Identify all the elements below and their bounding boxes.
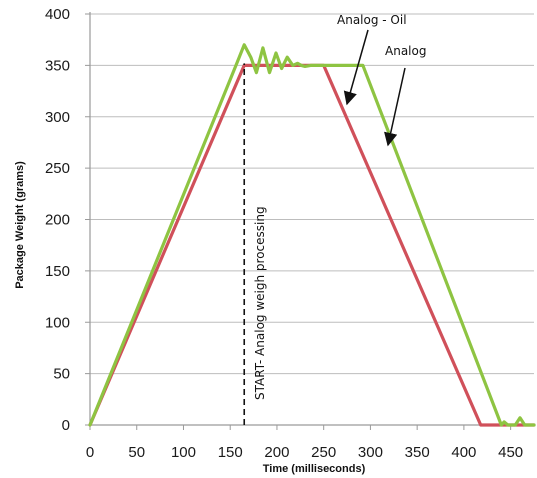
y-tick-labels: 0 50 100 150 200 250 300 350 400 <box>45 6 70 434</box>
annotation-analog: Analog <box>385 44 426 58</box>
annotation-arrow-analog-oil <box>343 29 369 106</box>
x-tick-label: 450 <box>498 444 523 461</box>
start-marker-label: START- Analog weigh processing <box>253 206 267 400</box>
annotation-analog-oil: Analog - Oil <box>337 13 407 27</box>
y-tick-label: 250 <box>45 160 70 177</box>
x-axis-title: Time (milliseconds) <box>263 463 366 475</box>
x-tick-label: 0 <box>86 444 94 461</box>
x-tick-labels: 0 50 100 150 200 250 300 350 400 450 <box>86 444 523 461</box>
x-tick-label: 200 <box>264 444 289 461</box>
y-tick-label: 100 <box>45 314 70 331</box>
x-tick-label: 300 <box>358 444 383 461</box>
y-tick-label: 150 <box>45 263 70 280</box>
series-line-analog-oil <box>88 63 536 427</box>
x-tick-label: 100 <box>171 444 196 461</box>
x-tick-label: 250 <box>311 444 336 461</box>
x-tick-label: 150 <box>218 444 243 461</box>
axes <box>85 12 534 430</box>
y-tick-label: 400 <box>45 6 70 23</box>
y-tick-label: 300 <box>45 109 70 126</box>
y-tick-label: 0 <box>62 417 70 434</box>
x-tick-label: 400 <box>451 444 476 461</box>
y-axis-title: Package Weight (grams) <box>14 161 26 289</box>
grid-lines <box>90 13 534 375</box>
y-tick-label: 350 <box>45 57 70 74</box>
series-line-analog <box>88 43 536 427</box>
y-tick-label: 200 <box>45 212 70 229</box>
y-tick-label: 50 <box>53 366 70 383</box>
x-tick-label: 50 <box>128 444 145 461</box>
series-lines <box>88 43 536 427</box>
annotation-arrow-analog <box>384 67 406 147</box>
x-tick-label: 350 <box>405 444 430 461</box>
